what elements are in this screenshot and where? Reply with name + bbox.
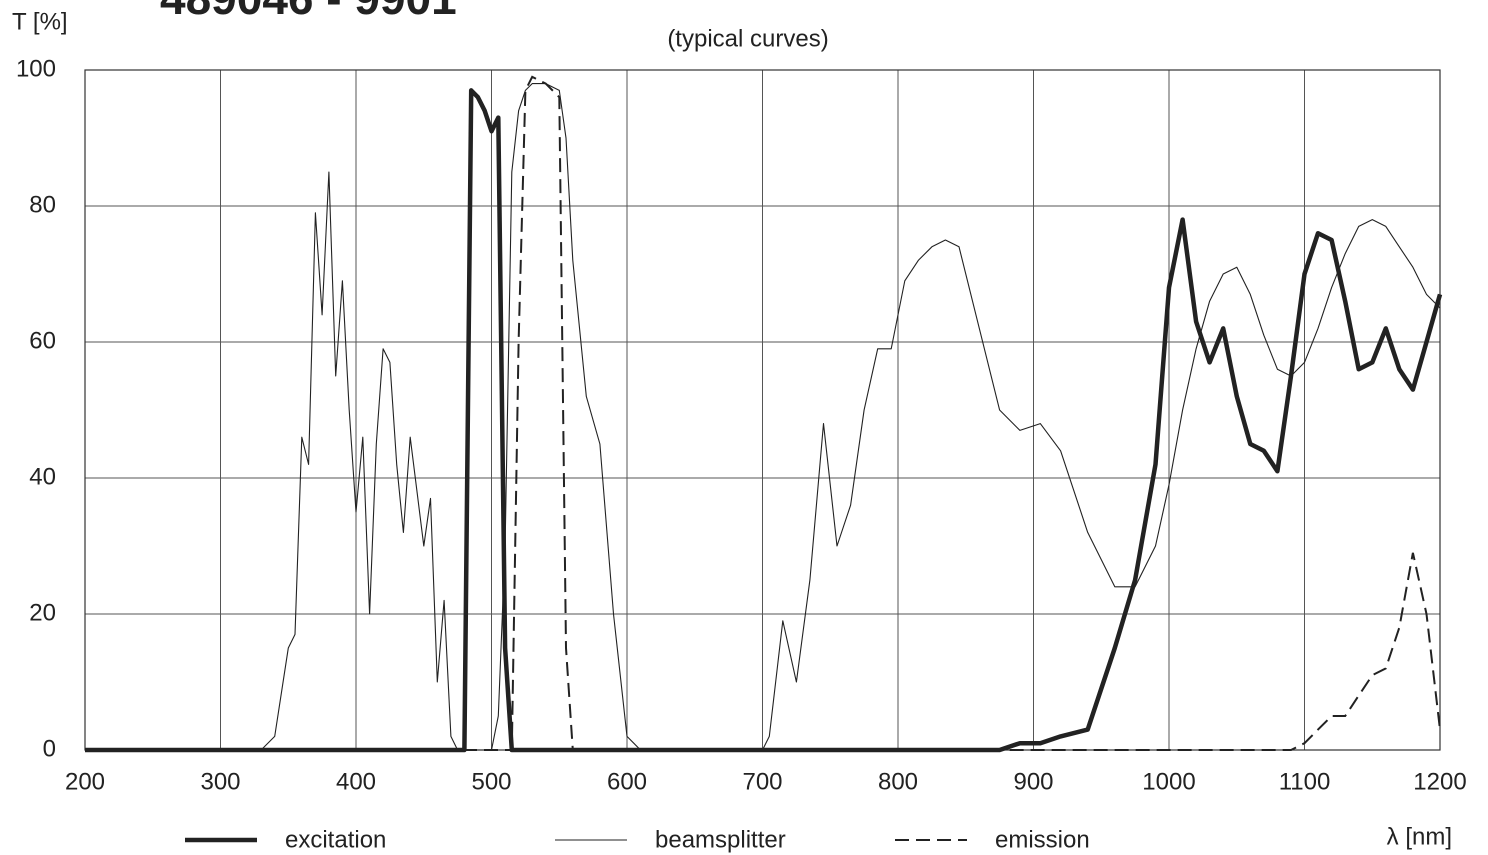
y-tick-label: 40 bbox=[29, 463, 56, 490]
x-tick-label: 900 bbox=[1013, 768, 1053, 795]
x-tick-label: 600 bbox=[607, 768, 647, 795]
y-tick-label: 20 bbox=[29, 599, 56, 626]
x-tick-label: 500 bbox=[471, 768, 511, 795]
series-line bbox=[85, 83, 1441, 751]
chart-subtitle: (typical curves) bbox=[667, 25, 828, 52]
chart-title: 489046 - 9901 bbox=[160, 0, 457, 24]
series-line bbox=[85, 88, 1443, 753]
x-tick-label: 1200 bbox=[1413, 768, 1466, 795]
x-tick-label: 1000 bbox=[1142, 768, 1195, 795]
x-tick-label: 800 bbox=[878, 768, 918, 795]
y-tick-label: 80 bbox=[29, 191, 56, 218]
x-tick-label: 200 bbox=[65, 768, 105, 795]
series-line bbox=[85, 75, 1441, 751]
legend-label: emission bbox=[995, 826, 1090, 853]
y-tick-label: 100 bbox=[16, 55, 56, 82]
x-tick-label: 400 bbox=[336, 768, 376, 795]
y-tick-label: 60 bbox=[29, 327, 56, 354]
legend-label: excitation bbox=[285, 826, 386, 853]
x-tick-label: 1100 bbox=[1279, 768, 1331, 795]
legend-label: beamsplitter bbox=[655, 826, 786, 853]
x-tick-label: 300 bbox=[200, 768, 240, 795]
x-axis-label: λ [nm] bbox=[1387, 823, 1452, 850]
x-tick-label: 700 bbox=[742, 768, 782, 795]
y-axis-label: T [%] bbox=[12, 8, 68, 35]
y-tick-label: 0 bbox=[43, 735, 56, 762]
